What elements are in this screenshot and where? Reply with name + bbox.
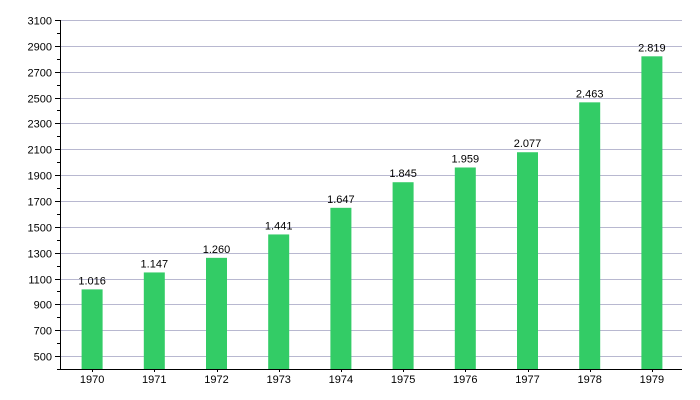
y-tick-label: 2300 [28,119,52,131]
x-tick-label-1975: 1975 [391,374,415,386]
y-tick-label: 1700 [28,197,52,209]
bar-1970 [81,289,103,369]
x-tick-label-1970: 1970 [80,374,104,386]
data-label-1977: 2.077 [514,138,542,150]
bar-1972 [206,257,227,369]
y-tick-label: 700 [34,326,52,338]
bar-1978 [579,102,601,370]
y-tick-label: 2900 [28,42,52,54]
x-tick-label-1972: 1972 [204,374,228,386]
x-tick-label-1978: 1978 [577,374,601,386]
y-tick-label: 1300 [28,249,52,261]
y-tick-label: 2100 [28,145,52,157]
y-tick-label: 1500 [28,223,52,235]
data-label-1978: 2.463 [576,88,604,100]
y-tick-label: 1900 [28,171,52,183]
x-tick-label-1973: 1973 [266,374,290,386]
bar-1975 [392,182,414,369]
y-tick-label: 3100 [28,16,52,28]
x-tick-label-1976: 1976 [453,374,477,386]
y-tick-label: 1100 [28,275,52,287]
y-tick-label: 500 [34,352,52,364]
axes [55,20,682,372]
y-tick-label: 2500 [28,94,52,106]
data-label-1973: 1.441 [265,220,293,232]
bar-1974 [330,207,352,369]
x-tick-label-1979: 1979 [640,374,664,386]
x-tick-label-1971: 1971 [142,374,166,386]
bar-1977 [517,152,538,369]
data-label-1972: 1.260 [203,244,231,256]
data-label-1974: 1.647 [327,194,355,206]
x-tick-label-1977: 1977 [515,374,539,386]
bar-1971 [143,272,165,369]
data-label-1975: 1.845 [389,168,417,180]
labels: 500 700 900 1100 1300 1500 1700 1900 2100 2300 250… [28,16,666,387]
data-label-1970: 1.016 [78,275,106,287]
data-label-1971: 1.147 [141,258,169,270]
data-label-1976: 1.959 [452,153,480,165]
y-tick-label: 900 [34,300,52,312]
bar-1979 [641,56,663,370]
bars [81,56,663,370]
y-tick-label: 2700 [28,68,52,80]
x-tick-label-1974: 1974 [329,374,353,386]
data-label-1979: 2.819 [638,42,666,54]
gridlines [60,20,682,357]
bar-1976 [454,167,476,369]
bar-1973 [268,234,290,369]
